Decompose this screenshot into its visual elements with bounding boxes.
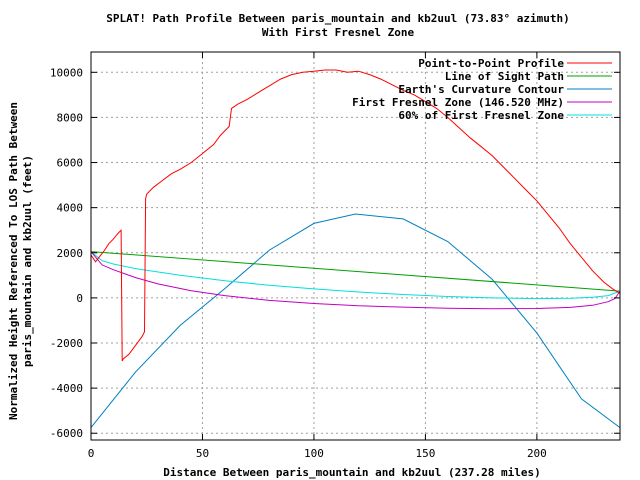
x-tick-label: 200 [527, 447, 547, 460]
series-lines [90, 69, 621, 429]
y-tick-label: 4000 [57, 202, 84, 215]
series-line-2 [90, 213, 621, 429]
series-line-4 [90, 251, 621, 300]
series-line-3 [90, 251, 621, 310]
x-axis-label: Distance Between paris_mountain and kb2u… [163, 466, 541, 479]
grid [91, 52, 620, 440]
x-tick-label: 0 [88, 447, 95, 460]
y-axis-label-line-1: Normalized Height Referenced To LOS Path… [7, 102, 20, 420]
y-tick-label: -6000 [50, 427, 83, 440]
ticks [90, 52, 620, 440]
legend-label: First Fresnel Zone (146.520 MHz) [352, 96, 564, 109]
chart-subtitle: With First Fresnel Zone [262, 26, 415, 39]
y-tick-label: 6000 [57, 157, 84, 170]
y-tick-label: -2000 [50, 337, 83, 350]
legend-label: Earth's Curvature Contour [398, 83, 564, 96]
x-tick-label: 100 [304, 447, 324, 460]
y-axis-label-line-2: paris_mountain and kb2uul (feet) [21, 155, 34, 367]
legend-label: Point-to-Point Profile [418, 57, 564, 70]
chart-title: SPLAT! Path Profile Between paris_mounta… [106, 12, 570, 25]
y-tick-label: 0 [76, 292, 83, 305]
x-tick-label: 150 [415, 447, 435, 460]
series-line-0 [90, 69, 621, 362]
y-tick-label: -4000 [50, 382, 83, 395]
tick-labels: 0 50 100 150 200 -6000 -4000 -2000 0 2000 4000 6000… [50, 66, 547, 460]
x-tick-label: 50 [196, 447, 209, 460]
y-tick-label: 10000 [50, 66, 83, 79]
legend-label: 60% of First Fresnel Zone [398, 109, 564, 122]
plot-frame [90, 51, 621, 441]
y-tick-label: 2000 [57, 247, 84, 260]
y-tick-label: 8000 [57, 111, 84, 124]
series-line-1 [90, 251, 621, 292]
legend-label: Line of Sight Path [445, 70, 564, 83]
